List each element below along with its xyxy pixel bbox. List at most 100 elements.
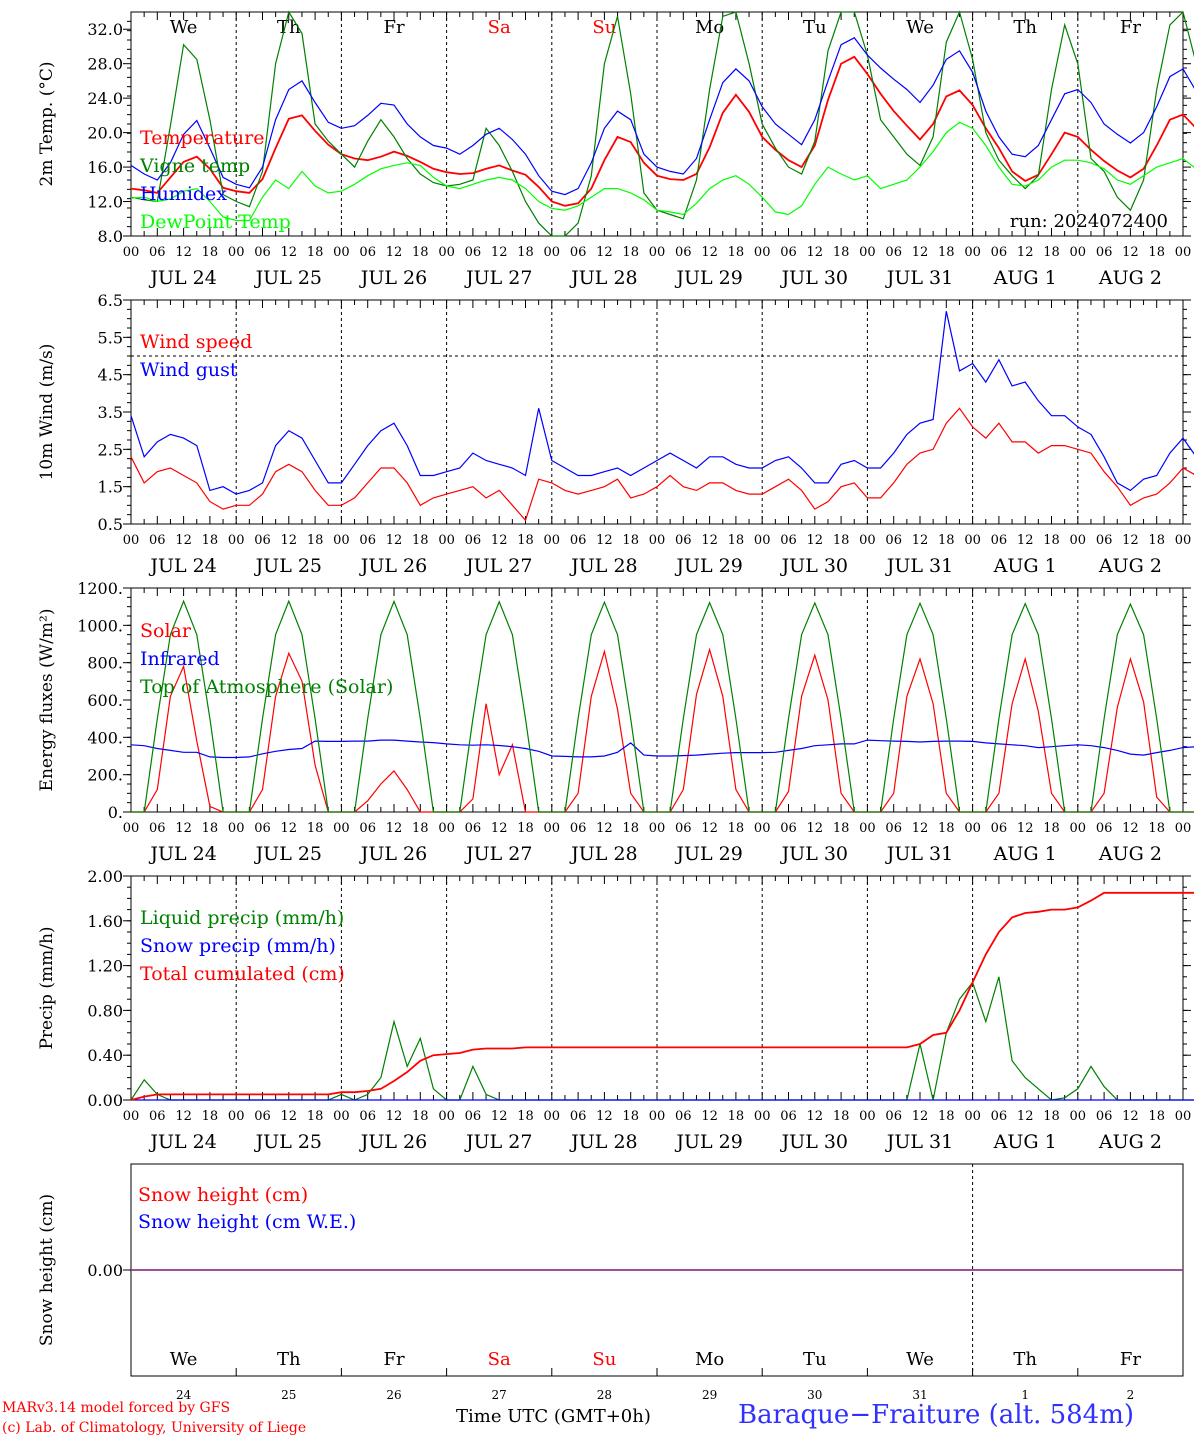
panel-3-hour-label: 12 — [281, 821, 298, 836]
panel-1-weekday-label: Tu — [803, 17, 827, 38]
panel-1-hour-label: 06 — [780, 245, 797, 260]
panel-3-hour-label: 18 — [412, 821, 429, 836]
panel-2-hour-label: 00 — [1070, 533, 1087, 548]
panel-3-date-label: JUL 29 — [674, 843, 742, 865]
panel-1-hour-label: 12 — [386, 245, 403, 260]
panel-2-hour-label: 06 — [254, 533, 271, 548]
panel-1-legend-entry: Vigne temp — [139, 155, 250, 177]
panel-5-day-number: 1 — [1021, 1388, 1029, 1400]
panel-3-date-label: JUL 31 — [885, 843, 953, 865]
panel-4-hour-label: 18 — [202, 1109, 219, 1124]
panel-4-hour-label: 18 — [728, 1109, 745, 1124]
panel-1-hour-label: 12 — [175, 245, 192, 260]
panel-4-date-label: JUL 30 — [780, 1131, 848, 1153]
panel-1-ytick-label: 12.0 — [87, 193, 123, 212]
panel-4-hour-label: 12 — [175, 1109, 192, 1124]
panel-4-legend-entry: Liquid precip (mm/h) — [140, 907, 344, 929]
panel-4-ytick-label: 1.20 — [87, 957, 123, 976]
panel-1-hour-label: 18 — [728, 245, 745, 260]
panel-2-hour-label: 12 — [807, 533, 824, 548]
panel-2-hour-label: 06 — [465, 533, 482, 548]
panel-3-ytick-label: 400. — [87, 728, 123, 747]
panel-2-hour-label: 12 — [1122, 533, 1139, 548]
panel-4-hour-label: 00 — [123, 1109, 140, 1124]
panel-4-hour-label: 00 — [649, 1109, 666, 1124]
panel-3-hour-label: 18 — [202, 821, 219, 836]
panel-5-day-number: 24 — [176, 1388, 192, 1400]
panel-3-date-label: JUL 28 — [569, 843, 637, 865]
panel-3-hour-label: 18 — [622, 821, 639, 836]
panel-3-date-label: JUL 26 — [359, 843, 427, 865]
panel-2-hour-label: 18 — [728, 533, 745, 548]
panel-3-hour-label: 06 — [1096, 821, 1113, 836]
panel-2-hour-label: 12 — [386, 533, 403, 548]
panel-4-ytick-label: 0.80 — [87, 1001, 123, 1020]
panel-1-hour-label: 18 — [938, 245, 955, 260]
panel-1-date-label: JUL 29 — [674, 267, 742, 289]
panel-1-weekday-label: Th — [1013, 17, 1037, 38]
panel-3-date-label: JUL 25 — [254, 843, 322, 865]
panel-2-hour-label: 12 — [1017, 533, 1034, 548]
panel-2-hour-label: 06 — [1096, 533, 1113, 548]
panel-4-hour-label: 00 — [544, 1109, 561, 1124]
panel-4-hour-label: 00 — [1070, 1109, 1087, 1124]
panel-1-date-label: JUL 31 — [885, 267, 953, 289]
panel-4-hour-label: 12 — [701, 1109, 718, 1124]
panel-3-hour-label: 06 — [254, 821, 271, 836]
panel-1-ytick-label: 24.0 — [87, 89, 123, 108]
panel-5-day-number: 29 — [702, 1388, 717, 1400]
panel-5-legend-entry: Snow height (cm) — [138, 1184, 308, 1206]
panel-4-hour-label: 06 — [254, 1109, 271, 1124]
panel-1-hour-label: 12 — [701, 245, 718, 260]
panel-2-hour-label: 12 — [491, 533, 508, 548]
panel-3-frame — [130, 587, 1184, 813]
panel-1-series-vigne-temp — [130, 10, 1194, 237]
panel-4-date-label: JUL 25 — [254, 1131, 322, 1153]
panel-1-hour-label: 00 — [1175, 245, 1192, 260]
panel-1-hour-label: 18 — [1148, 245, 1165, 260]
panel-5-weekday-label: Th — [277, 1349, 301, 1370]
panel-4-hour-label: 06 — [675, 1109, 692, 1124]
panel-1-hour-label: 18 — [1043, 245, 1060, 260]
panel-1-date-label: AUG 1 — [993, 267, 1057, 289]
panel-4-date-label: JUL 26 — [359, 1131, 427, 1153]
panel-4-date-label: JUL 31 — [885, 1131, 953, 1153]
panel-2-hour-label: 18 — [1148, 533, 1165, 548]
panel-4-hour-label: 18 — [517, 1109, 534, 1124]
panel-3-hour-label: 06 — [570, 821, 587, 836]
panel-4-hour-label: 12 — [1017, 1109, 1034, 1124]
panel-1-date-label: JUL 27 — [464, 267, 532, 289]
panel-1-ytick-label: 20.0 — [87, 124, 123, 143]
panel-3-date-label: JUL 24 — [148, 843, 216, 865]
panel-5-weekday-label: We — [906, 1349, 934, 1370]
panel-2-legend-entry: Wind speed — [140, 331, 252, 353]
panel-2-date-label: AUG 1 — [993, 555, 1057, 577]
panel-1-hour-label: 18 — [202, 245, 219, 260]
panel-4-hour-label: 00 — [859, 1109, 876, 1124]
panel-3-hour-label: 00 — [964, 821, 981, 836]
panel-4-hour-label: 12 — [596, 1109, 613, 1124]
panel-3-series-infrared — [130, 739, 1194, 759]
panel-1-hour-label: 00 — [649, 245, 666, 260]
panel-4-hour-label: 18 — [833, 1109, 850, 1124]
panel-4-hour-label: 12 — [491, 1109, 508, 1124]
panel-3-ylabel: Energy fluxes (W/m²) — [37, 609, 57, 792]
panel-1-hour-label: 18 — [412, 245, 429, 260]
panel-1-hour-label: 12 — [596, 245, 613, 260]
panel-1-hour-label: 06 — [149, 245, 166, 260]
panel-2-hour-label: 18 — [938, 533, 955, 548]
panel-3-hour-label: 12 — [1017, 821, 1034, 836]
panel-5-day-number: 27 — [492, 1388, 507, 1400]
panel-2-hour-label: 06 — [991, 533, 1008, 548]
panel-3-ytick-label: 1200. — [77, 579, 123, 598]
panel-4-series-liquid-precip-mm-h- — [130, 976, 1194, 1101]
panel-2-frame — [130, 299, 1184, 525]
panel-1-hour-label: 12 — [807, 245, 824, 260]
panel-4-hour-label: 18 — [1043, 1109, 1060, 1124]
panel-4-hour-label: 12 — [281, 1109, 298, 1124]
panel-2-series-wind-gust — [130, 311, 1194, 495]
panel-2-date-label: JUL 31 — [885, 555, 953, 577]
panel-2-ytick-label: 3.5 — [98, 403, 123, 422]
lab-credit: (c) Lab. of Climatology, University of L… — [2, 1420, 307, 1436]
panel-4-hour-label: 18 — [307, 1109, 324, 1124]
